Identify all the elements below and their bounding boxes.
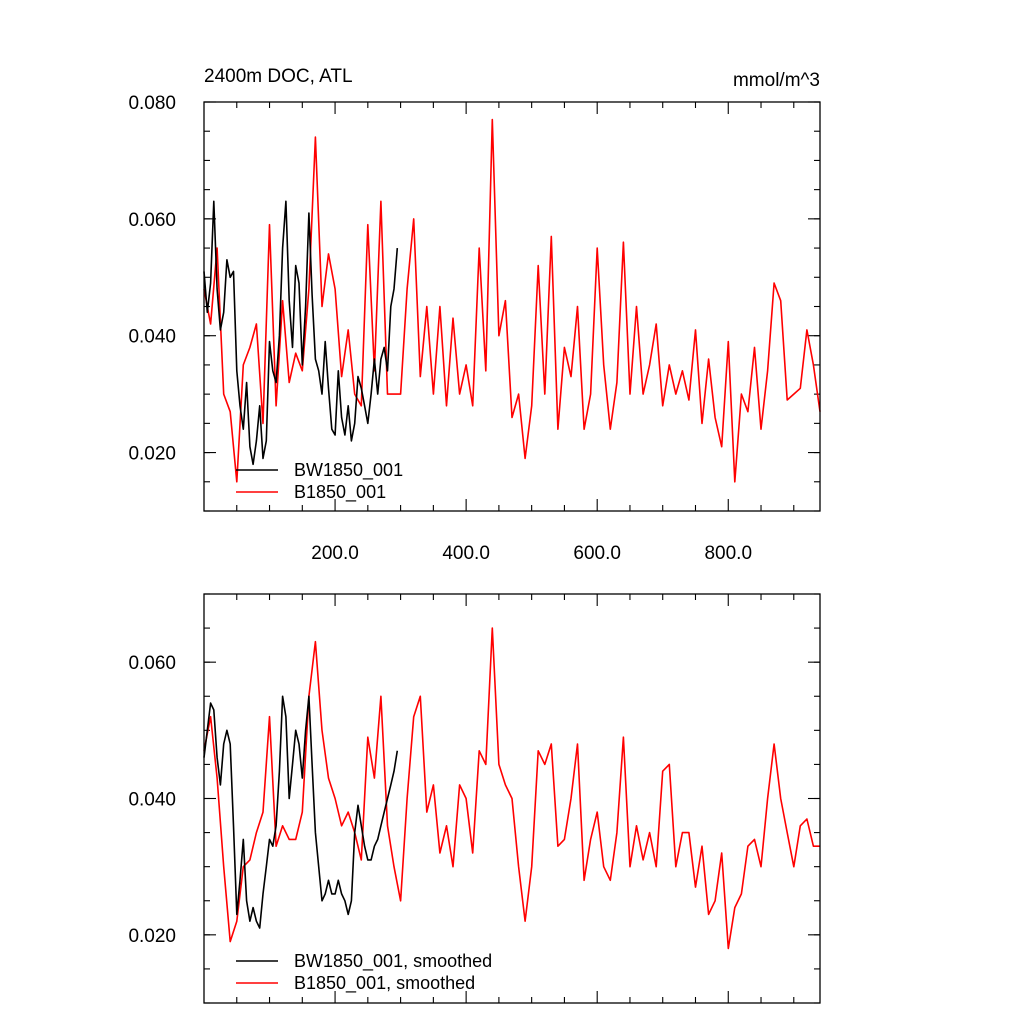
x-tick-label: 200.0: [311, 543, 359, 564]
y-tick-label: 0.040: [128, 790, 176, 811]
y-tick-label: 0.080: [128, 93, 176, 114]
x-tick-label: 400.0: [442, 543, 490, 564]
bottom-chart-panel: 0.020 0.040 0.060 BW1850_001, smoothedB185…: [128, 593, 821, 1004]
top-axis-ticks: 0.020 0.040 0.060 0.080 200.0 400.0 600.0 800.0: [128, 93, 820, 564]
x-tick-label: 600.0: [573, 543, 621, 564]
bottom-series-lines: [203, 627, 820, 950]
series-line-b: [203, 627, 820, 950]
legend-label: BW1850_001: [294, 460, 403, 481]
y-tick-label: 0.060: [128, 210, 176, 231]
y-tick-label: 0.020: [128, 444, 176, 465]
chart-title: 2400m DOC, ATL: [204, 66, 353, 87]
legend-label: B1850_001: [294, 482, 386, 503]
bottom-plot-frame: [203, 593, 821, 1004]
series-line-bw: [203, 695, 399, 929]
top-series-lines: [203, 118, 821, 483]
y-tick-label: 0.020: [128, 926, 176, 947]
legend-label: BW1850_001, smoothed: [294, 951, 492, 972]
series-line-bw: [203, 200, 399, 466]
x-tick-label: 800.0: [704, 543, 752, 564]
top-plot-frame: [203, 101, 821, 512]
y-tick-label: 0.060: [128, 653, 176, 674]
top-chart-panel: 2400m DOC, ATL mmol/m^3 0.0200.0400.0600…: [128, 66, 821, 564]
series-line-b: [203, 118, 821, 483]
bottom-axis-ticks: 0.020 0.040 0.060: [128, 593, 820, 1004]
y-tick-label: 0.040: [128, 327, 176, 348]
legend-label: B1850_001, smoothed: [294, 973, 475, 994]
units-label: mmol/m^3: [733, 70, 820, 91]
